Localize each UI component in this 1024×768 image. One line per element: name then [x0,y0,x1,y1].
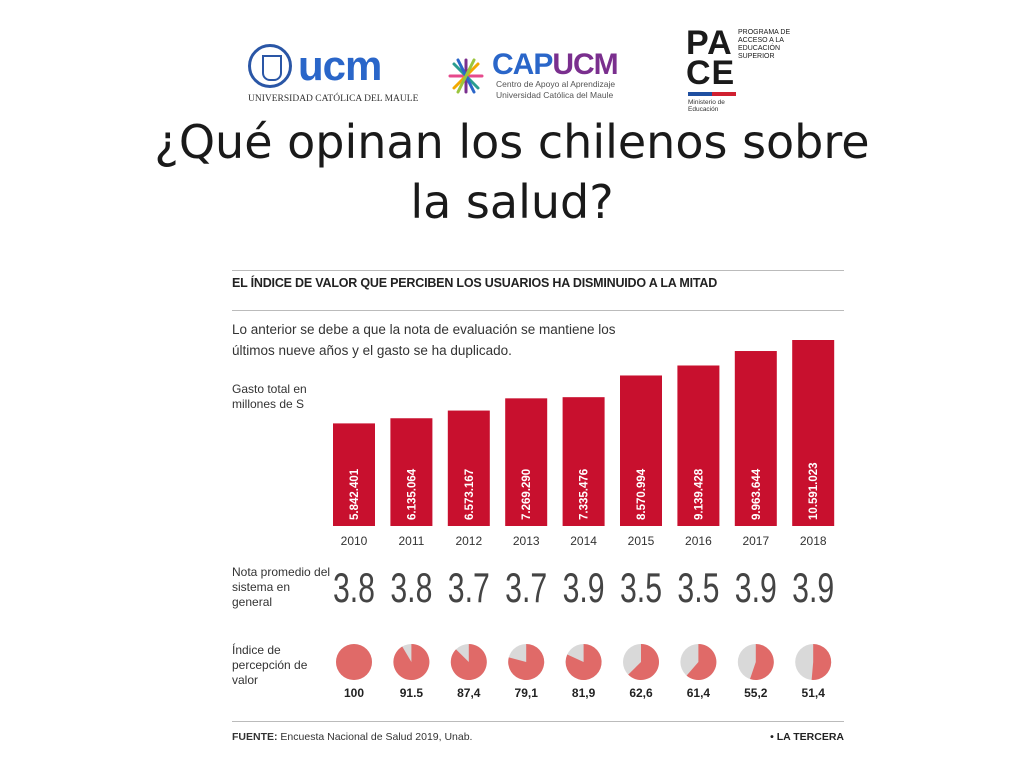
ucm-logo-word: ucm [298,42,382,89]
bar-value-label: 9.963.644 [751,468,763,520]
grade-value: 3.9 [735,564,777,611]
spend-row-label: Gasto total en millones de S [232,382,307,411]
bar-value-label: 7.269.290 [521,469,533,520]
pace-ministry-label: Ministerio de Educación [688,99,725,113]
index-value-label: 62,6 [629,686,653,700]
index-value-label: 81,9 [572,686,596,700]
pie-slice [628,644,659,680]
top-rule [232,270,844,271]
pie-slice [686,644,717,681]
year-tick-label: 2018 [800,534,827,548]
pace-logo-tagline: PROGRAMA DE ACCESO A LA EDUCACIÓN SUPERI… [738,29,791,60]
pie-slice [811,644,832,680]
slide-title: ¿Qué opinan los chilenos sobre la salud? [0,112,1024,232]
source-note: FUENTE: Encuesta Nacional de Salud 2019,… [232,731,472,743]
bar-value-label: 10.591.023 [808,462,820,520]
publisher-brand: • LA TERCERA [770,731,844,743]
capucm-logo-line1: Centro de Apoyo al Aprendizaje [496,79,616,89]
bar [677,365,720,526]
source-prefix: FUENTE: [232,731,278,743]
index-value-label: 91.5 [400,686,424,700]
infographic-headline: EL ÍNDICE DE VALOR QUE PERCIBEN LOS USUA… [232,276,718,290]
bottom-rule [232,721,844,722]
capucm-logo: CAPUCM Centro de Apoyo al Aprendizaje Un… [446,48,636,110]
bar [333,423,375,526]
logo-strip: ucm UNIVERSIDAD CATÓLICA DEL MAULE CAPUC… [0,24,1024,120]
bar [390,418,433,526]
year-tick-label: 2011 [398,534,424,548]
bar [792,340,835,526]
source-text: Encuesta Nacional de Salud 2019, Unab. [280,731,473,743]
bar [562,397,605,526]
infographic-chart: 5.842.401 2010 3.8 100 6.135.064 2011 3.8 91.5 6… [333,340,835,700]
index-value-label: 100 [344,686,364,700]
bar [620,375,662,526]
grade-value: 3.7 [448,564,490,611]
year-tick-label: 2014 [570,534,597,548]
year-tick-label: 2010 [341,534,368,548]
grade-value: 3.5 [677,564,719,611]
pace-logo-letters: PA CE [686,24,736,92]
capucm-logo-line2: Universidad Católica del Maule [496,90,614,100]
pie-slice [450,644,487,680]
headline-rule [232,310,844,311]
index-value-label: 79,1 [515,686,539,700]
pace-logo: PA CE PROGRAMA DE ACCESO A LA EDUCACIÓN S… [686,24,796,118]
index-value-label: 51,4 [802,686,826,700]
grade-value: 3.8 [333,564,375,611]
grade-value: 3.9 [792,564,834,611]
bar-value-label: 9.139.428 [693,468,705,520]
grade-value: 3.5 [620,564,662,611]
index-value-label: 61,4 [687,686,711,700]
ucm-logo: ucm UNIVERSIDAD CATÓLICA DEL MAULE [246,42,418,104]
infographic-description: Lo anterior se debe a que la nota de eva… [232,322,616,358]
year-tick-label: 2013 [513,534,540,548]
bar-value-label: 6.135.064 [406,468,418,520]
pie-slice [508,644,545,680]
year-tick-label: 2016 [685,534,712,548]
bar [734,351,777,526]
pie-slice [336,644,372,680]
year-tick-label: 2015 [628,534,655,548]
bar-value-label: 6.573.167 [464,469,476,520]
bar-value-label: 7.335.476 [579,469,591,520]
grade-value: 3.8 [390,564,432,611]
slide-title-line1: ¿Qué opinan los chilenos sobre [154,115,870,169]
bar [505,398,548,526]
capucm-logo-word: CAPUCM [492,48,619,81]
capucm-mark-icon [448,58,484,94]
ucm-logo-subtitle: UNIVERSIDAD CATÓLICA DEL MAULE [248,94,419,104]
grade-row-label: Nota promedio del sistema en general [232,565,331,609]
year-tick-label: 2012 [455,534,482,548]
pie-slice [393,644,430,680]
year-tick-label: 2017 [742,534,769,548]
ucm-seal-icon [248,44,292,88]
pie-slice [565,644,602,681]
grade-value: 3.7 [505,564,547,611]
slide-title-line2: la salud? [410,175,614,229]
bar-value-label: 5.842.401 [349,468,361,520]
index-value-label: 87,4 [457,686,481,700]
infographic: EL ÍNDICE DE VALOR QUE PERCIBEN LOS USUA… [228,262,846,752]
pace-flag-bar [688,92,736,96]
grade-value: 3.9 [563,564,605,611]
bar [447,410,490,526]
bar-value-label: 8.570.994 [636,468,648,520]
index-row-label: Índice de percepción de valor [232,643,308,687]
pie-slice [750,644,774,680]
index-value-label: 55,2 [744,686,768,700]
